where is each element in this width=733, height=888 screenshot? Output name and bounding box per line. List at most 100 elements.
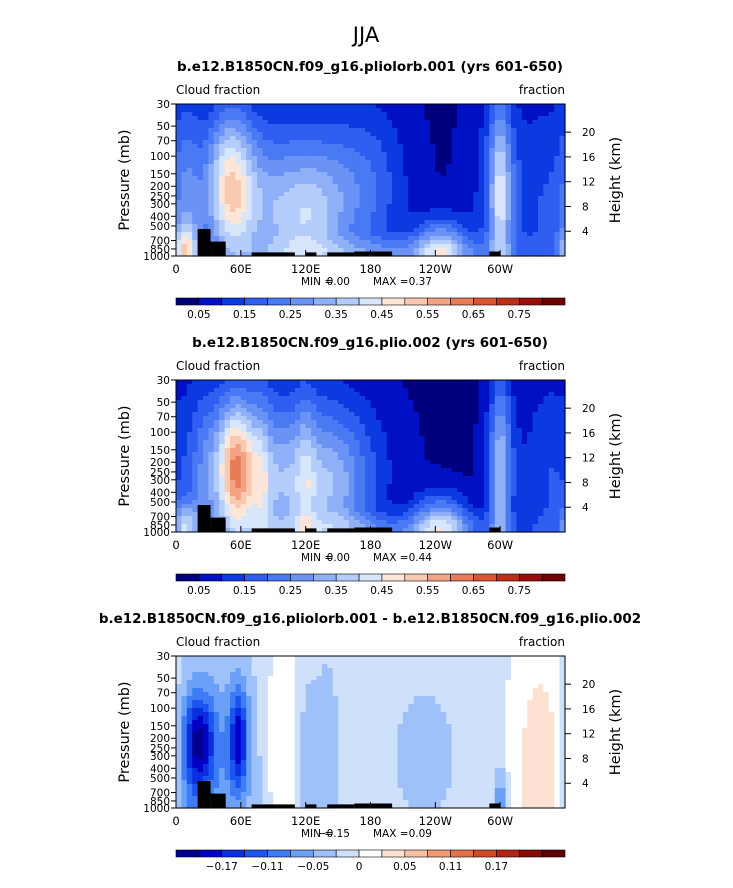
heatmap-cell (381, 220, 388, 225)
heatmap-cell (478, 444, 485, 449)
heatmap-cell (483, 488, 490, 493)
heatmap-cell (321, 128, 328, 133)
heatmap-cell (246, 160, 253, 165)
heatmap-cell (213, 176, 220, 181)
heatmap-cell (359, 216, 366, 221)
heatmap-cell (521, 220, 528, 225)
heatmap-cell (354, 140, 361, 145)
heatmap-cell (311, 236, 318, 241)
heatmap-cell (235, 224, 242, 229)
heatmap-cell (305, 176, 312, 181)
heatmap-cell (219, 444, 226, 449)
heatmap-cell (327, 432, 334, 437)
heatmap-cell (527, 220, 534, 225)
heatmap-cell (203, 220, 210, 225)
heatmap-cell (467, 392, 474, 397)
heatmap-cell (467, 216, 474, 221)
heatmap-cell (478, 400, 485, 405)
heatmap-cell (267, 136, 274, 141)
heatmap-cell (419, 384, 426, 389)
heatmap-cell (548, 412, 555, 417)
heatmap-cell (532, 184, 539, 189)
heatmap-cell (251, 432, 258, 437)
heatmap-cell (208, 460, 215, 465)
heatmap-cell (197, 204, 204, 209)
heatmap-cell (257, 488, 264, 493)
heatmap-cell (338, 172, 345, 177)
heatmap-cell (300, 388, 307, 393)
heatmap-cell (554, 132, 561, 137)
heatmap-cell (230, 156, 237, 161)
heatmap-cell (429, 464, 436, 469)
heatmap-cell (354, 460, 361, 465)
heatmap-cell (203, 208, 210, 213)
heatmap-cell (386, 144, 393, 149)
heatmap-cell (435, 244, 442, 249)
heatmap-cell (483, 192, 490, 197)
heatmap-cell (500, 204, 507, 209)
heatmap-cell (251, 412, 258, 417)
heatmap-cell (273, 180, 280, 185)
heatmap-cell (197, 116, 204, 121)
heatmap-cell (332, 196, 339, 201)
y-tick-label: 70 (157, 136, 170, 148)
heatmap-cell (392, 244, 399, 249)
heatmap-cell (289, 180, 296, 185)
heatmap-cell (413, 472, 420, 477)
heatmap-cell (305, 444, 312, 449)
heatmap-cell (284, 120, 291, 125)
heatmap-cell (375, 248, 382, 253)
heatmap-cell (440, 396, 447, 401)
heatmap-cell (505, 440, 512, 445)
heatmap-cell (311, 464, 318, 469)
heatmap-cell (446, 396, 453, 401)
heatmap-cell (186, 216, 193, 221)
heatmap-cell (316, 112, 323, 117)
heatmap-cell (230, 456, 237, 461)
heatmap-cell (456, 160, 463, 165)
heatmap-cell (338, 200, 345, 205)
heatmap-cell (278, 424, 285, 429)
heatmap-cell (554, 112, 561, 117)
heatmap-cell (516, 144, 523, 149)
heatmap-cell (489, 136, 496, 141)
heatmap-cell (397, 224, 404, 229)
heatmap-cell (424, 456, 431, 461)
heatmap-cell (338, 160, 345, 165)
heatmap-cell (257, 244, 264, 249)
heatmap-cell (429, 196, 436, 201)
heatmap-cell (505, 180, 512, 185)
heatmap-cell (181, 448, 188, 453)
heatmap-cell (213, 128, 220, 133)
heatmap-cell (392, 496, 399, 501)
heatmap-cell (370, 240, 377, 245)
heatmap-cell (267, 216, 274, 221)
heatmap-cell (246, 124, 253, 129)
heatmap-cell (289, 404, 296, 409)
heatmap-cell (548, 184, 555, 189)
heatmap-cell (386, 164, 393, 169)
heatmap-cell (257, 120, 264, 125)
heatmap-cell (559, 232, 566, 237)
heatmap-cell (354, 436, 361, 441)
heatmap-cell (203, 148, 210, 153)
heatmap-cell (440, 392, 447, 397)
heatmap-cell (397, 208, 404, 213)
heatmap-cell (413, 420, 420, 425)
heatmap-cell (289, 152, 296, 157)
heatmap-cell (532, 244, 539, 249)
heatmap-cell (386, 492, 393, 497)
heatmap-cell (240, 124, 247, 129)
heatmap-cell (413, 428, 420, 433)
heatmap-cell (559, 468, 566, 473)
heatmap-cell (505, 120, 512, 125)
heatmap-cell (338, 496, 345, 501)
heatmap-cell (327, 480, 334, 485)
heatmap-cell (381, 136, 388, 141)
heatmap-cell (392, 456, 399, 461)
heatmap-cell (235, 456, 242, 461)
heatmap-cell (532, 208, 539, 213)
heatmap-cell (262, 140, 269, 145)
heatmap-cell (446, 216, 453, 221)
heatmap-cell (429, 488, 436, 493)
